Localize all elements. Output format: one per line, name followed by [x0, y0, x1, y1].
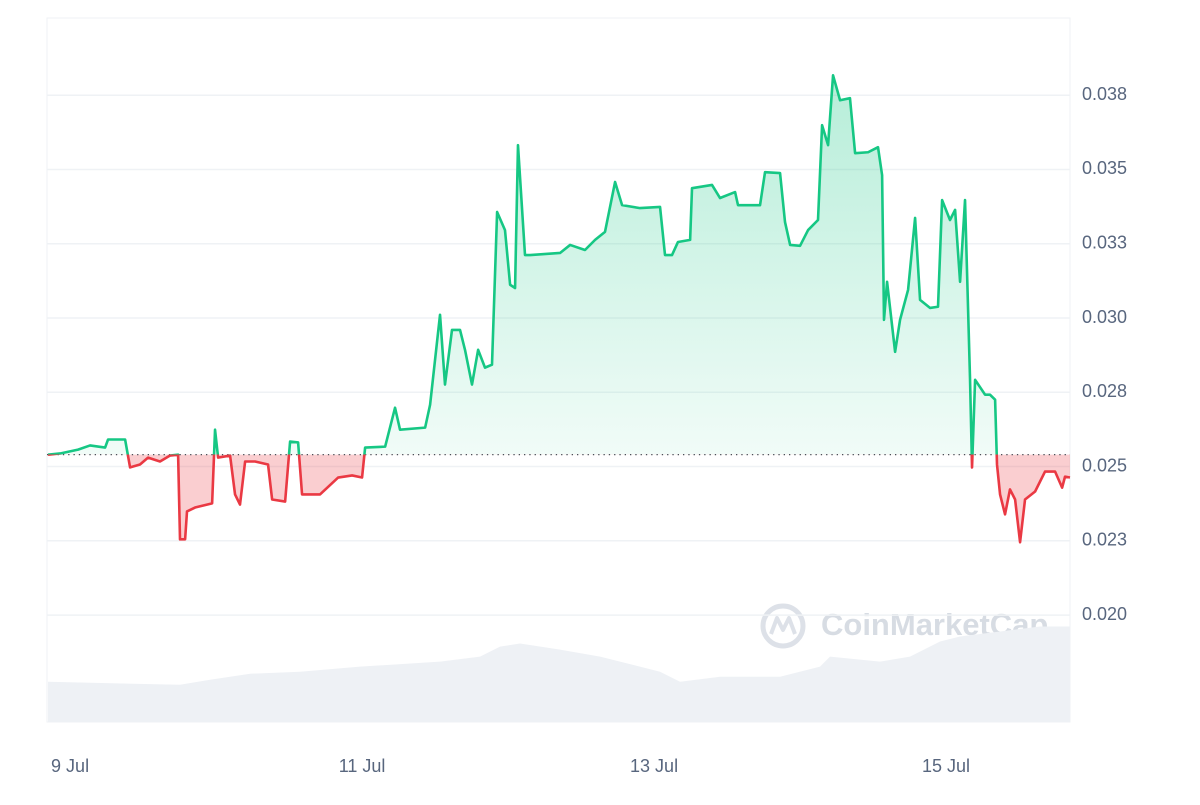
x-tick-label: 13 Jul	[630, 756, 678, 776]
y-tick-label: 0.025	[1082, 455, 1127, 475]
x-tick-label: 9 Jul	[51, 756, 89, 776]
x-tick-label: 15 Jul	[922, 756, 970, 776]
y-tick-label: 0.033	[1082, 233, 1127, 253]
y-tick-label: 0.023	[1082, 530, 1127, 550]
y-tick-label: 0.030	[1082, 307, 1127, 327]
volume-area	[48, 626, 1071, 722]
y-tick-label: 0.035	[1082, 158, 1127, 178]
y-tick-label: 0.038	[1082, 84, 1127, 104]
price-area	[48, 75, 1071, 543]
watermark-logo-mark	[769, 616, 797, 635]
y-tick-label: 0.020	[1082, 604, 1127, 624]
watermark-logo	[760, 603, 806, 649]
x-tick-label: 11 Jul	[339, 756, 386, 776]
y-tick-label: 0.028	[1082, 381, 1127, 401]
price-line	[47, 74, 1071, 544]
